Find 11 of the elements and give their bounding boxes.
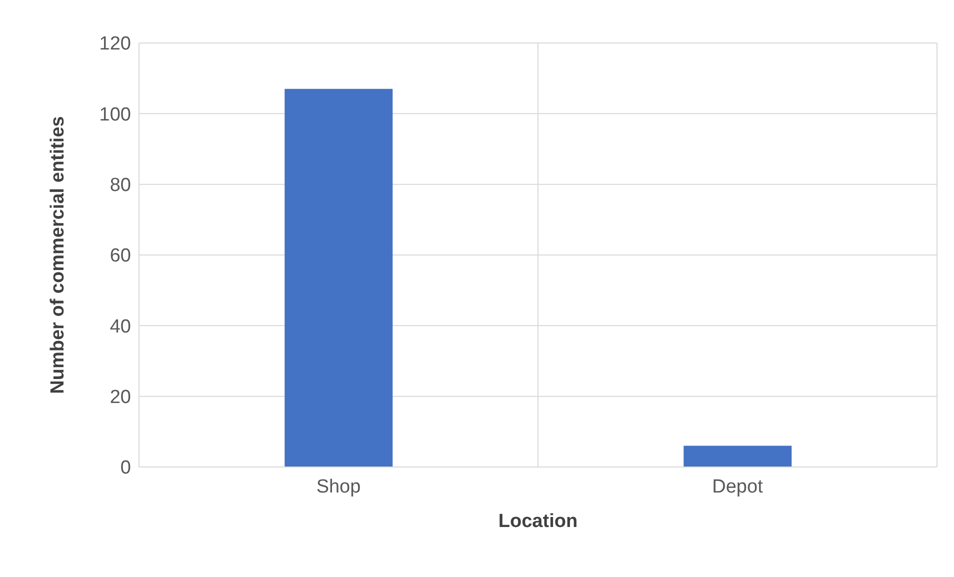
y-tick-label: 100 <box>99 104 131 126</box>
y-tick-label: 40 <box>110 316 131 338</box>
x-tick-label: Depot <box>712 476 764 498</box>
y-tick-label: 60 <box>110 246 131 267</box>
y-tick-label: 120 <box>99 34 131 55</box>
y-tick-label: 80 <box>110 175 131 196</box>
y-tick-label: 0 <box>120 458 131 479</box>
x-axis-title: Location <box>498 511 578 532</box>
x-tick-label: Shop <box>316 476 361 498</box>
y-axis-title: Number of commercial entities <box>48 116 69 394</box>
y-tick-label: 20 <box>110 387 131 408</box>
